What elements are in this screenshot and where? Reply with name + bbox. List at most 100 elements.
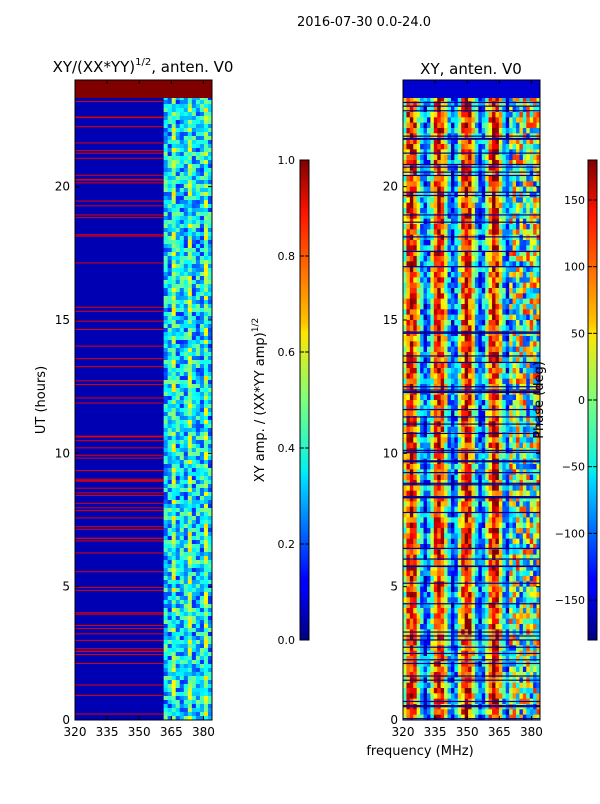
heatmap-cell — [506, 128, 510, 134]
heatmap-cell — [465, 283, 469, 289]
heatmap-cell — [526, 411, 530, 417]
heatmap-cell — [168, 164, 172, 168]
heatmap-cell — [164, 424, 168, 428]
heatmap-cell — [403, 299, 407, 305]
heatmap-cell — [196, 604, 200, 608]
heatmap-cell — [434, 325, 438, 331]
heatmap-cell — [530, 283, 534, 289]
heatmap-cell — [475, 277, 479, 283]
heatmap-cell — [437, 341, 441, 347]
heatmap-cell — [430, 277, 434, 283]
heatmap-cell — [200, 544, 204, 548]
heatmap-cell — [188, 156, 192, 160]
heatmap-cell — [458, 187, 462, 193]
heatmap-cell — [204, 320, 208, 324]
heatmap-cell — [164, 304, 168, 308]
heatmap-cell — [417, 411, 421, 417]
heatmap-cell — [451, 149, 455, 155]
heatmap-cell — [180, 512, 184, 516]
heatmap-cell — [441, 219, 445, 225]
heatmap-cell — [444, 165, 448, 171]
heatmap-cell — [430, 304, 434, 310]
heatmap-cell — [417, 315, 421, 321]
heatmap-cell — [499, 277, 503, 283]
heatmap-cell — [458, 288, 462, 294]
heatmap-cell — [413, 155, 417, 161]
heatmap-cell — [461, 299, 465, 305]
heatmap-cell — [461, 240, 465, 246]
heatmap-cell — [502, 368, 506, 374]
x-tick-label: 335 — [96, 725, 119, 739]
heatmap-cell — [437, 187, 441, 193]
heatmap-cell — [204, 420, 208, 424]
heatmap-cell — [475, 256, 479, 262]
heatmap-cell — [458, 315, 462, 321]
heatmap-cell — [513, 288, 517, 294]
heatmap-cell — [184, 164, 188, 168]
heatmap-cell — [427, 181, 431, 187]
heatmap-cell — [516, 256, 520, 262]
heatmap-cell — [516, 336, 520, 342]
heatmap-cell — [200, 692, 204, 696]
heatmap-cell — [451, 267, 455, 273]
heatmap-cell — [204, 664, 208, 668]
heatmap-cell — [204, 696, 208, 700]
heatmap-cell — [444, 341, 448, 347]
heatmap-cell — [188, 616, 192, 620]
heatmap-cell — [184, 416, 188, 420]
heatmap-cell — [495, 272, 499, 278]
heatmap-cell — [513, 240, 517, 246]
heatmap-cell — [180, 628, 184, 632]
heatmap-cell — [465, 240, 469, 246]
heatmap-cell — [516, 128, 520, 134]
heatmap-cell — [492, 379, 496, 385]
heatmap-cell — [192, 136, 196, 140]
heatmap-cell — [180, 292, 184, 296]
heatmap-cell — [200, 420, 204, 424]
heatmap-cell — [200, 264, 204, 268]
heatmap-cell — [204, 120, 208, 124]
heatmap-cell — [164, 552, 168, 556]
heatmap-cell — [168, 120, 172, 124]
heatmap-cell — [164, 652, 168, 656]
heatmap-cell — [444, 427, 448, 433]
heatmap-cell — [176, 584, 180, 588]
heatmap-cell — [506, 272, 510, 278]
heatmap-cell — [523, 299, 527, 305]
heatmap-cell — [184, 172, 188, 176]
heatmap-cell — [172, 136, 176, 140]
heatmap-cell — [489, 373, 493, 379]
heatmap-cell — [410, 453, 414, 459]
heatmap-cell — [523, 325, 527, 331]
heatmap-cell — [454, 272, 458, 278]
heatmap-cell — [204, 108, 208, 112]
heatmap-cell — [164, 132, 168, 136]
heatmap-cell — [430, 325, 434, 331]
heatmap-cell — [176, 308, 180, 312]
heatmap-cell — [176, 424, 180, 428]
heatmap-cell — [168, 440, 172, 444]
heatmap-cell — [188, 688, 192, 692]
heatmap-cell — [164, 608, 168, 612]
heatmap-cell — [448, 181, 452, 187]
heatmap-cell — [424, 368, 428, 374]
heatmap-cell — [184, 712, 188, 716]
heatmap-cell — [192, 688, 196, 692]
heatmap-cell — [168, 224, 172, 228]
heatmap-cell — [188, 556, 192, 560]
heatmap-cell — [192, 396, 196, 400]
heatmap-cell — [468, 219, 472, 225]
heatmap-cell — [172, 276, 176, 280]
heatmap-cell — [478, 352, 482, 358]
heatmap-cell — [168, 544, 172, 548]
heatmap-cell — [403, 427, 407, 433]
heatmap-cell — [172, 560, 176, 564]
heatmap-cell — [168, 612, 172, 616]
heatmap-streak — [75, 234, 164, 235]
heatmap-cell — [172, 640, 176, 644]
heatmap-cell — [184, 640, 188, 644]
heatmap-cell — [188, 192, 192, 196]
heatmap-cell — [176, 200, 180, 204]
heatmap-cell — [465, 325, 469, 331]
heatmap-cell — [472, 325, 476, 331]
